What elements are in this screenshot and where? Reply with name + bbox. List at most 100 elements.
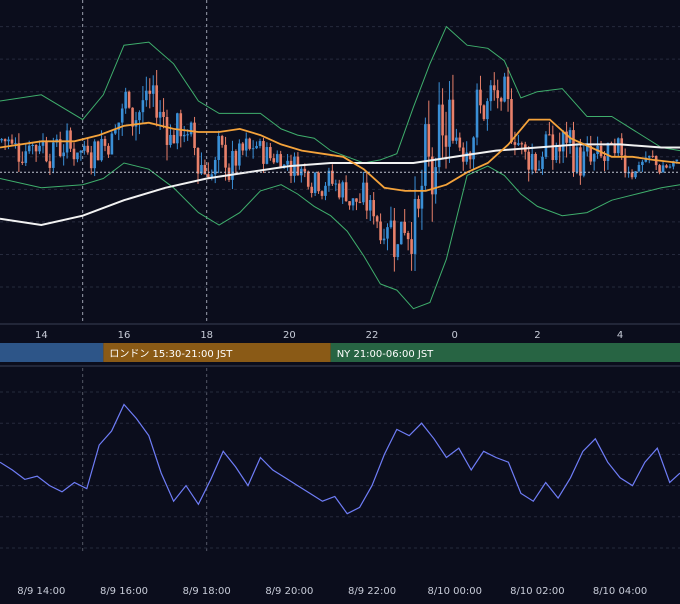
candle-body [203, 165, 207, 175]
candle-body [286, 160, 289, 165]
candle-body [41, 141, 45, 146]
candle-body [241, 143, 245, 151]
candle-body [272, 158, 276, 163]
candle-body [458, 137, 462, 148]
candle-body [79, 150, 83, 153]
candle-body [417, 198, 420, 209]
candle-body [145, 90, 148, 101]
candle-body [324, 185, 327, 196]
candle-body [430, 156, 434, 195]
candle-body [69, 130, 72, 149]
candle-body [251, 148, 255, 150]
candle-body [48, 161, 52, 168]
candle-body [3, 139, 7, 142]
candle-body [348, 201, 351, 206]
candle-body [375, 216, 379, 222]
candle-body [213, 159, 217, 175]
candle-body [382, 238, 386, 241]
candle-body [234, 151, 238, 166]
candle-body [355, 198, 358, 202]
candle-body [568, 130, 572, 143]
candle-body [406, 232, 410, 240]
candle-body [117, 122, 121, 130]
candle-body [592, 154, 596, 162]
candle-body [558, 145, 562, 152]
candle-body [138, 112, 141, 121]
candle-body [193, 122, 196, 148]
oscillator-line [0, 403, 680, 515]
candle-body [141, 100, 145, 113]
candle-body [455, 137, 458, 141]
lower-time-axis: 8/9 14:00 8/9 16:00 8/9 18:00 8/9 20:00 8/9 … [17, 586, 647, 597]
candle-body [244, 138, 248, 151]
candle-body [255, 145, 258, 149]
candle-body [468, 152, 472, 160]
session-block [0, 343, 104, 362]
candle-body [372, 200, 375, 217]
candle-body [124, 91, 127, 109]
candle-body [589, 145, 593, 162]
candle-body [537, 168, 541, 171]
candle-body [313, 172, 317, 193]
candle-body [510, 99, 513, 143]
candle-body [169, 134, 172, 145]
candle-body [647, 155, 651, 158]
candle-body [182, 134, 186, 137]
candle-body [151, 85, 155, 94]
candle-body [327, 170, 331, 186]
candle-body [489, 85, 493, 102]
upper-axis-tick-label: 4 [617, 330, 623, 341]
lower-axis-tick-label: 8/9 18:00 [183, 586, 231, 597]
lower-axis-tick-label: 8/10 04:00 [593, 586, 647, 597]
candle-body [155, 85, 158, 118]
session-bar: ロンドン 15:30-21:00 JST NY 21:00-06:00 JST [0, 343, 680, 362]
candle-body [668, 166, 672, 168]
candle-body [207, 174, 210, 178]
candle-body [634, 171, 637, 178]
candle-body [651, 155, 655, 157]
candle-body [317, 172, 320, 192]
candle-body [448, 99, 451, 147]
candle-body [585, 145, 589, 152]
candle-body [186, 134, 189, 136]
candle-body [238, 143, 241, 166]
candle-body [248, 138, 251, 149]
candle-body [27, 145, 31, 152]
session-block [103, 343, 331, 362]
candle-body [331, 170, 334, 184]
upper-axis-tick-label: 2 [534, 330, 540, 341]
candle-body [110, 133, 114, 155]
candle-body [572, 130, 575, 173]
candle-body [544, 134, 548, 157]
candle-body [320, 191, 324, 196]
fast-moving-average [0, 118, 680, 192]
candle-body [17, 143, 21, 162]
candle-body [410, 239, 413, 254]
candle-body [100, 138, 103, 161]
candle-body [217, 136, 220, 160]
candle-body [451, 99, 455, 141]
candle-body [472, 137, 475, 160]
candle-body [475, 89, 479, 138]
session-label: ロンドン 15:30-21:00 JST [109, 349, 233, 360]
candle-body [200, 165, 203, 174]
candle-body [72, 148, 76, 160]
candle-body [52, 142, 55, 168]
price-panel [0, 0, 680, 324]
candle-body [399, 221, 403, 245]
upper-axis-tick-label: 14 [35, 330, 48, 341]
candle-body [14, 143, 17, 145]
candle-body [131, 107, 134, 127]
candle-body [83, 145, 86, 151]
candle-body [10, 139, 14, 144]
candle-body [641, 161, 644, 165]
candle-body [127, 91, 131, 108]
upper-time-axis: 14 16 18 20 22 0 2 4 [35, 330, 623, 341]
candle-body [231, 151, 234, 180]
candle-body [365, 182, 369, 211]
candle-body [403, 221, 406, 233]
candle-body [665, 165, 668, 168]
candle-body [38, 145, 41, 152]
candle-body [337, 183, 341, 198]
